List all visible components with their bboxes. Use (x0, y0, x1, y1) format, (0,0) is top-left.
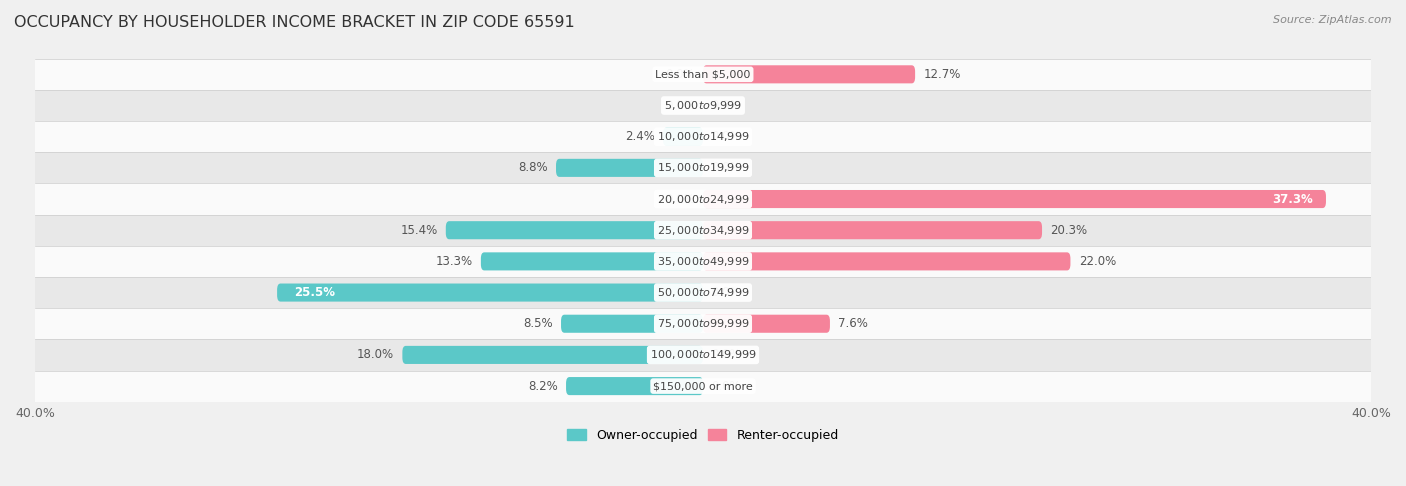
Text: $5,000 to $9,999: $5,000 to $9,999 (664, 99, 742, 112)
Text: $10,000 to $14,999: $10,000 to $14,999 (657, 130, 749, 143)
Bar (35, 246, 1371, 277)
Text: 8.8%: 8.8% (517, 161, 548, 174)
FancyBboxPatch shape (662, 128, 703, 146)
Text: 0.0%: 0.0% (711, 130, 741, 143)
Text: OCCUPANCY BY HOUSEHOLDER INCOME BRACKET IN ZIP CODE 65591: OCCUPANCY BY HOUSEHOLDER INCOME BRACKET … (14, 15, 575, 30)
Text: 0.0%: 0.0% (665, 192, 695, 206)
Bar (35, 59, 1371, 90)
Text: $50,000 to $74,999: $50,000 to $74,999 (657, 286, 749, 299)
Text: $20,000 to $24,999: $20,000 to $24,999 (657, 192, 749, 206)
Text: 0.0%: 0.0% (711, 286, 741, 299)
Text: 0.0%: 0.0% (711, 161, 741, 174)
Text: $15,000 to $19,999: $15,000 to $19,999 (657, 161, 749, 174)
Bar (35, 121, 1371, 152)
Text: 0.0%: 0.0% (711, 348, 741, 362)
Text: $150,000 or more: $150,000 or more (654, 381, 752, 391)
FancyBboxPatch shape (402, 346, 703, 364)
Bar (35, 183, 1371, 215)
Text: 25.5%: 25.5% (294, 286, 335, 299)
Bar (35, 90, 1371, 121)
Text: Source: ZipAtlas.com: Source: ZipAtlas.com (1274, 15, 1392, 25)
FancyBboxPatch shape (561, 315, 703, 333)
Text: 0.0%: 0.0% (665, 68, 695, 81)
FancyBboxPatch shape (703, 221, 1042, 239)
Bar (35, 215, 1371, 246)
FancyBboxPatch shape (703, 65, 915, 84)
Text: 37.3%: 37.3% (1272, 192, 1313, 206)
Text: $100,000 to $149,999: $100,000 to $149,999 (650, 348, 756, 362)
Text: $35,000 to $49,999: $35,000 to $49,999 (657, 255, 749, 268)
Text: 8.5%: 8.5% (523, 317, 553, 330)
Text: 0.0%: 0.0% (711, 99, 741, 112)
FancyBboxPatch shape (277, 283, 703, 302)
Text: 18.0%: 18.0% (357, 348, 394, 362)
Text: 8.2%: 8.2% (527, 380, 558, 393)
Text: 15.4%: 15.4% (401, 224, 437, 237)
Bar (35, 152, 1371, 183)
FancyBboxPatch shape (703, 190, 1326, 208)
Bar (35, 370, 1371, 401)
Text: Less than $5,000: Less than $5,000 (655, 69, 751, 79)
FancyBboxPatch shape (703, 252, 1070, 270)
Text: 13.3%: 13.3% (436, 255, 472, 268)
FancyBboxPatch shape (446, 221, 703, 239)
Text: $75,000 to $99,999: $75,000 to $99,999 (657, 317, 749, 330)
Text: 12.7%: 12.7% (924, 68, 960, 81)
FancyBboxPatch shape (703, 315, 830, 333)
FancyBboxPatch shape (567, 377, 703, 395)
Text: 22.0%: 22.0% (1078, 255, 1116, 268)
FancyBboxPatch shape (481, 252, 703, 270)
Text: 7.6%: 7.6% (838, 317, 868, 330)
Text: 20.3%: 20.3% (1050, 224, 1087, 237)
Text: 0.0%: 0.0% (711, 380, 741, 393)
Text: 2.4%: 2.4% (624, 130, 655, 143)
Bar (35, 277, 1371, 308)
Legend: Owner-occupied, Renter-occupied: Owner-occupied, Renter-occupied (562, 424, 844, 447)
Bar (35, 339, 1371, 370)
FancyBboxPatch shape (555, 159, 703, 177)
Text: 0.0%: 0.0% (665, 99, 695, 112)
Bar (35, 308, 1371, 339)
Text: $25,000 to $34,999: $25,000 to $34,999 (657, 224, 749, 237)
